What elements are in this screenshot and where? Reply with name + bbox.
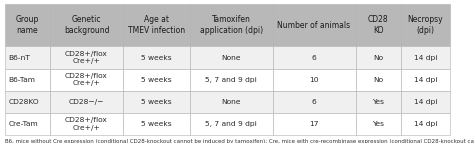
Text: Yes: Yes [372,121,384,127]
Bar [123,91,190,113]
Text: Tamoxifen
application (dpi): Tamoxifen application (dpi) [200,15,263,35]
Bar [273,91,356,113]
Bar [190,46,273,69]
Text: 5 weeks: 5 weeks [141,99,172,105]
Text: Cre-Tam: Cre-Tam [9,121,38,127]
Bar [401,46,450,69]
Bar [273,4,356,46]
Text: 14 dpi: 14 dpi [414,121,437,127]
Text: CD28+/flox
Cre+/+: CD28+/flox Cre+/+ [65,51,108,64]
Bar [123,113,190,135]
Text: 5 weeks: 5 weeks [141,55,172,60]
Text: None: None [221,55,241,60]
Bar [50,113,123,135]
Bar [401,91,450,113]
Bar [190,113,273,135]
Text: None: None [221,99,241,105]
Text: Yes: Yes [372,99,384,105]
Text: 5, 7 and 9 dpi: 5, 7 and 9 dpi [205,121,257,127]
Bar [5,4,50,46]
Bar [5,69,50,91]
Bar [356,69,401,91]
Text: Necropsy
(dpi): Necropsy (dpi) [408,15,443,35]
Bar [123,46,190,69]
Text: 14 dpi: 14 dpi [414,77,437,83]
Bar [123,4,190,46]
Text: CD28+/flox
Cre+/+: CD28+/flox Cre+/+ [65,73,108,87]
Text: 6: 6 [311,99,317,105]
Bar [273,113,356,135]
Text: B6, mice without Cre expression (conditional CD28-knockout cannot be induced by : B6, mice without Cre expression (conditi… [5,139,474,143]
Text: 17: 17 [309,121,319,127]
Bar [50,91,123,113]
Text: 5, 7 and 9 dpi: 5, 7 and 9 dpi [205,77,257,83]
Bar [190,4,273,46]
Bar [123,69,190,91]
Text: No: No [373,77,383,83]
Text: Group
name: Group name [16,15,39,35]
Bar [5,113,50,135]
Text: 6: 6 [311,55,317,60]
Text: B6-nT: B6-nT [9,55,30,60]
Text: 10: 10 [309,77,319,83]
Bar [401,4,450,46]
Text: CD28
KO: CD28 KO [368,15,388,35]
Bar [50,4,123,46]
Bar [356,91,401,113]
Bar [356,113,401,135]
Bar [356,46,401,69]
Bar [273,69,356,91]
Text: CD28+/flox
Cre+/+: CD28+/flox Cre+/+ [65,117,108,131]
Text: 14 dpi: 14 dpi [414,55,437,60]
Bar [190,69,273,91]
Text: 14 dpi: 14 dpi [414,99,437,105]
Text: Genetic
background: Genetic background [64,15,109,35]
Bar [356,4,401,46]
Text: Age at
TMEV infection: Age at TMEV infection [128,15,185,35]
Text: 5 weeks: 5 weeks [141,77,172,83]
Bar [5,46,50,69]
Bar [273,46,356,69]
Bar [401,69,450,91]
Bar [50,69,123,91]
Text: CD28KO: CD28KO [9,99,39,105]
Text: B6-Tam: B6-Tam [9,77,36,83]
Text: Number of animals: Number of animals [277,21,351,29]
Text: No: No [373,55,383,60]
Bar [5,91,50,113]
Bar [401,113,450,135]
Bar [50,46,123,69]
Text: CD28−/−: CD28−/− [69,99,104,105]
Bar [190,91,273,113]
Text: 5 weeks: 5 weeks [141,121,172,127]
